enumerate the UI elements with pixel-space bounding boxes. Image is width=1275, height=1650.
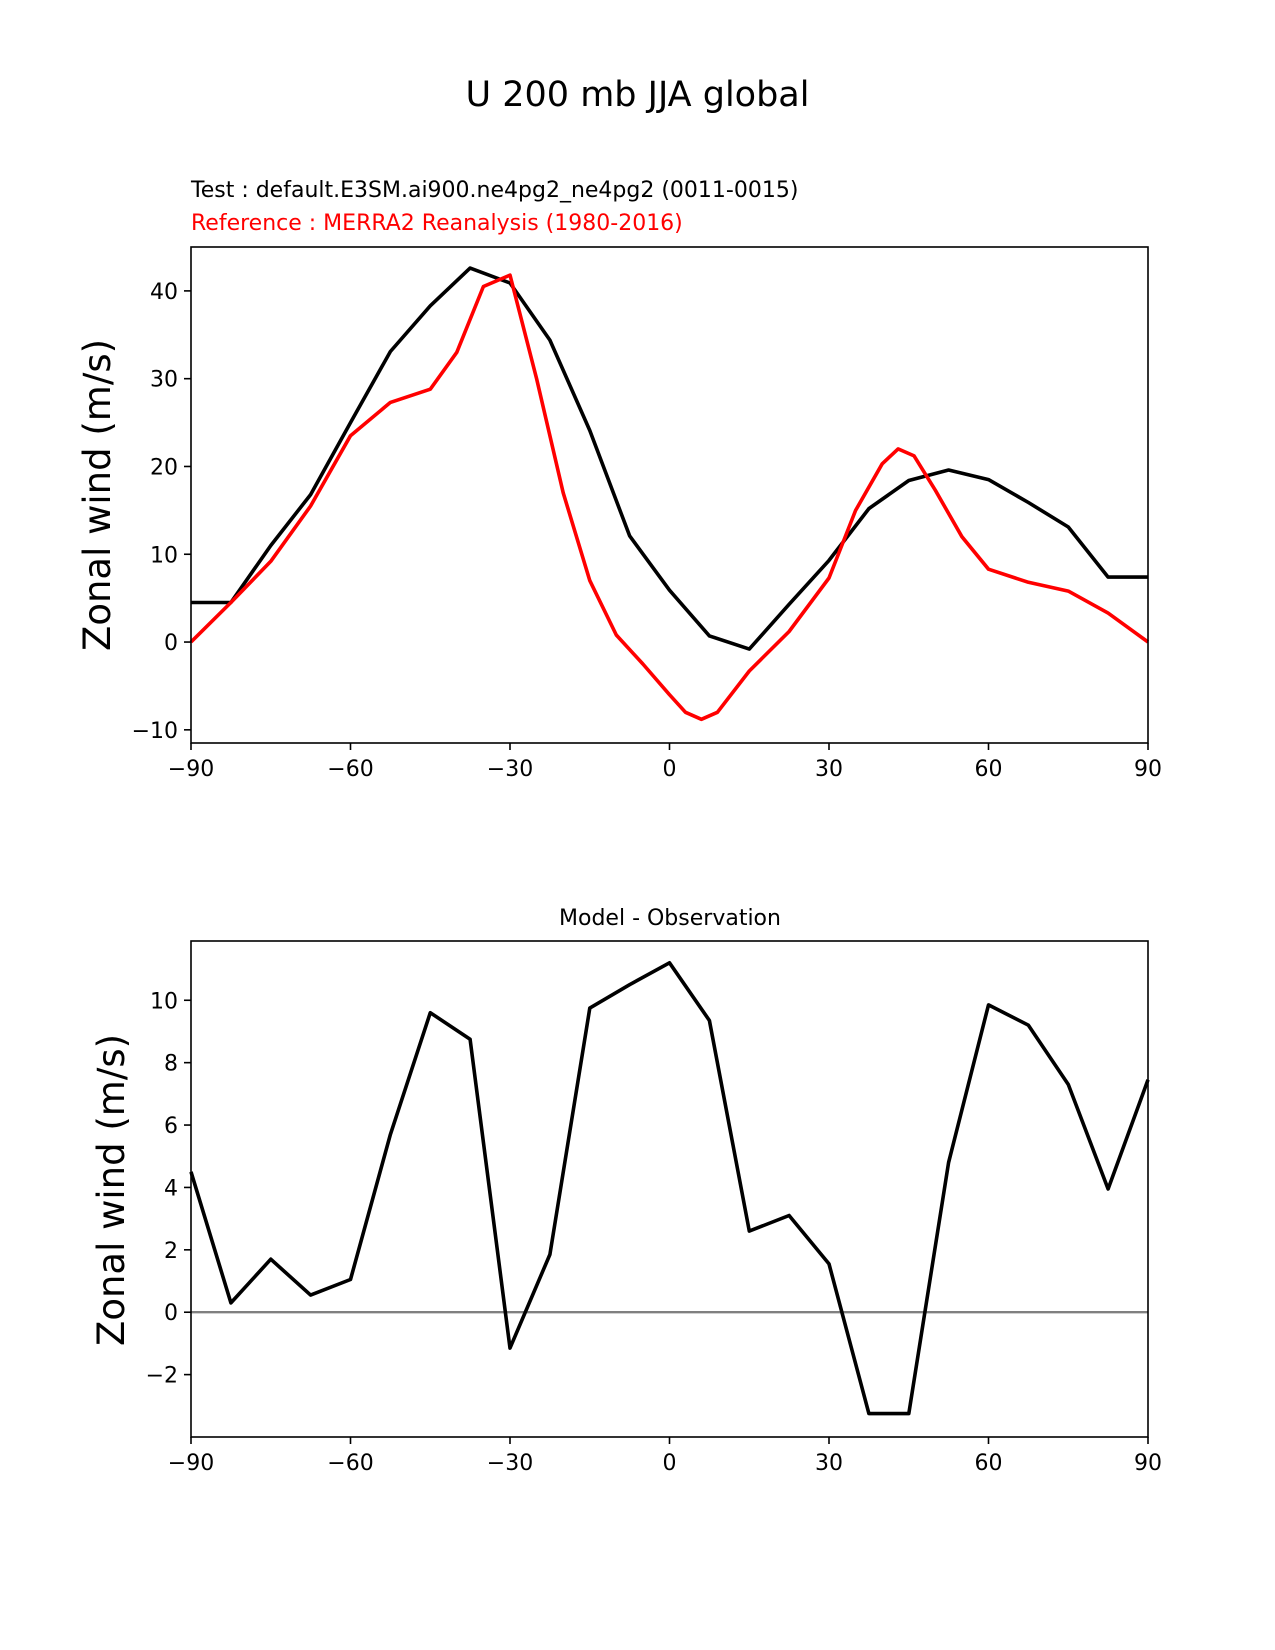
x-tick-label: 30 xyxy=(815,1451,843,1476)
x-tick-label: 0 xyxy=(663,1451,677,1476)
y-tick-label: 10 xyxy=(150,543,178,568)
y-tick-label: −2 xyxy=(146,1364,178,1389)
test-label: Test : default.E3SM.ai900.ne4pg2_ne4pg2 … xyxy=(190,178,798,203)
y-tick-label: 8 xyxy=(164,1052,178,1077)
x-tick-label: −90 xyxy=(168,757,214,782)
x-tick-label: −30 xyxy=(487,1451,533,1476)
bottom-title: Model - Observation xyxy=(559,906,781,931)
top-panel: Test : default.E3SM.ai900.ne4pg2_ne4pg2 … xyxy=(76,178,1162,782)
y-tick-label: 2 xyxy=(164,1239,178,1264)
x-tick-label: 60 xyxy=(975,1451,1003,1476)
x-tick-label: 60 xyxy=(975,757,1003,782)
x-tick-label: 90 xyxy=(1134,1451,1162,1476)
x-tick-label: −90 xyxy=(168,1451,214,1476)
top-ylabel: Zonal wind (m/s) xyxy=(76,339,119,651)
series-line-model-observation xyxy=(189,960,1150,1416)
y-tick-label: 30 xyxy=(150,368,178,393)
series-line-test xyxy=(191,266,1148,651)
series-line-reference xyxy=(189,273,1150,722)
reference-label: Reference : MERRA2 Reanalysis (1980-2016… xyxy=(191,211,683,236)
x-tick-label: 0 xyxy=(663,757,677,782)
y-tick-label: 20 xyxy=(150,455,178,480)
x-tick-label: −60 xyxy=(327,1451,373,1476)
bottom-ylabel: Zonal wind (m/s) xyxy=(90,1034,133,1346)
y-tick-label: 10 xyxy=(150,989,178,1014)
y-tick-label: 40 xyxy=(150,280,178,305)
y-tick-label: 6 xyxy=(164,1114,178,1139)
x-tick-label: −60 xyxy=(327,757,373,782)
bottom-panel: Model - Observation Zonal wind (m/s) −90… xyxy=(90,906,1162,1476)
figure-suptitle: U 200 mb JJA global xyxy=(466,75,810,115)
x-tick-label: 30 xyxy=(815,757,843,782)
x-tick-label: −30 xyxy=(487,757,533,782)
y-tick-label: 0 xyxy=(164,1301,178,1326)
y-tick-label: 0 xyxy=(164,631,178,656)
y-tick-label: −10 xyxy=(132,719,178,744)
x-tick-label: 90 xyxy=(1134,757,1162,782)
y-tick-label: 4 xyxy=(164,1176,178,1201)
